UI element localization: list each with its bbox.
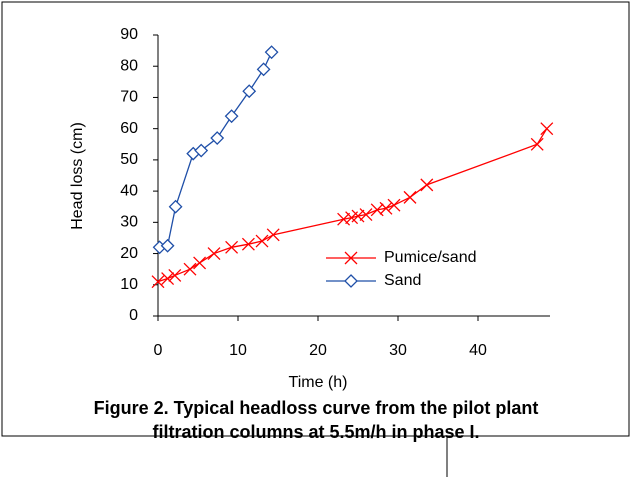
y-tick-label: 80 bbox=[120, 57, 138, 74]
y-tick-label: 60 bbox=[120, 120, 138, 137]
marker-x bbox=[370, 203, 384, 217]
marker-x bbox=[168, 268, 182, 282]
marker-x bbox=[207, 247, 221, 261]
marker-x bbox=[351, 209, 365, 223]
x-tick-label: 10 bbox=[229, 342, 247, 359]
marker-x bbox=[344, 251, 358, 265]
marker-diamond bbox=[256, 62, 271, 77]
marker-diamond bbox=[264, 45, 279, 60]
y-tick-label: 70 bbox=[120, 89, 138, 106]
marker-x bbox=[420, 178, 434, 192]
marker-x bbox=[379, 201, 393, 215]
legend-label: Sand bbox=[384, 272, 421, 289]
y-tick-label: 30 bbox=[120, 214, 138, 231]
y-axis-label: Head loss (cm) bbox=[69, 122, 86, 230]
x-tick-label: 20 bbox=[309, 342, 327, 359]
marker-x bbox=[225, 240, 239, 254]
caption: Figure 2. Typical headloss curve from th… bbox=[94, 398, 539, 418]
marker-x bbox=[530, 137, 544, 151]
marker-x bbox=[161, 272, 175, 285]
marker-diamond bbox=[224, 109, 239, 124]
legend-label: Pumice/sand bbox=[384, 249, 477, 266]
x-tick-label: 30 bbox=[389, 342, 407, 359]
caption: filtration columns at 5.5m/h in phase I. bbox=[152, 422, 479, 442]
marker-diamond bbox=[242, 84, 257, 99]
x-axis-label: Time (h) bbox=[289, 374, 348, 391]
marker-x bbox=[151, 275, 165, 289]
marker-diamond bbox=[344, 274, 358, 288]
y-tick-label: 50 bbox=[120, 151, 138, 168]
x-tick-label: 40 bbox=[469, 342, 487, 359]
marker-x bbox=[359, 208, 373, 221]
y-tick-label: 10 bbox=[120, 276, 138, 293]
marker-x bbox=[255, 234, 269, 248]
y-tick-label: 0 bbox=[129, 307, 138, 324]
marker-diamond bbox=[210, 131, 225, 145]
marker-x bbox=[337, 212, 351, 226]
x-tick-label: 0 bbox=[154, 342, 163, 359]
series-line bbox=[159, 51, 273, 248]
y-tick-label: 20 bbox=[120, 245, 138, 262]
marker-x bbox=[193, 256, 207, 270]
marker-x bbox=[183, 262, 197, 276]
y-tick-label: 90 bbox=[120, 26, 138, 43]
frame bbox=[1, 1, 630, 437]
marker-diamond bbox=[168, 199, 183, 214]
marker-x bbox=[241, 237, 255, 251]
y-tick-label: 40 bbox=[120, 182, 138, 199]
marker-diamond bbox=[194, 143, 209, 158]
marker-x bbox=[540, 122, 554, 136]
marker-x bbox=[403, 190, 417, 204]
marker-diamond bbox=[160, 238, 175, 253]
marker-x bbox=[266, 228, 280, 242]
marker-x bbox=[387, 198, 401, 212]
